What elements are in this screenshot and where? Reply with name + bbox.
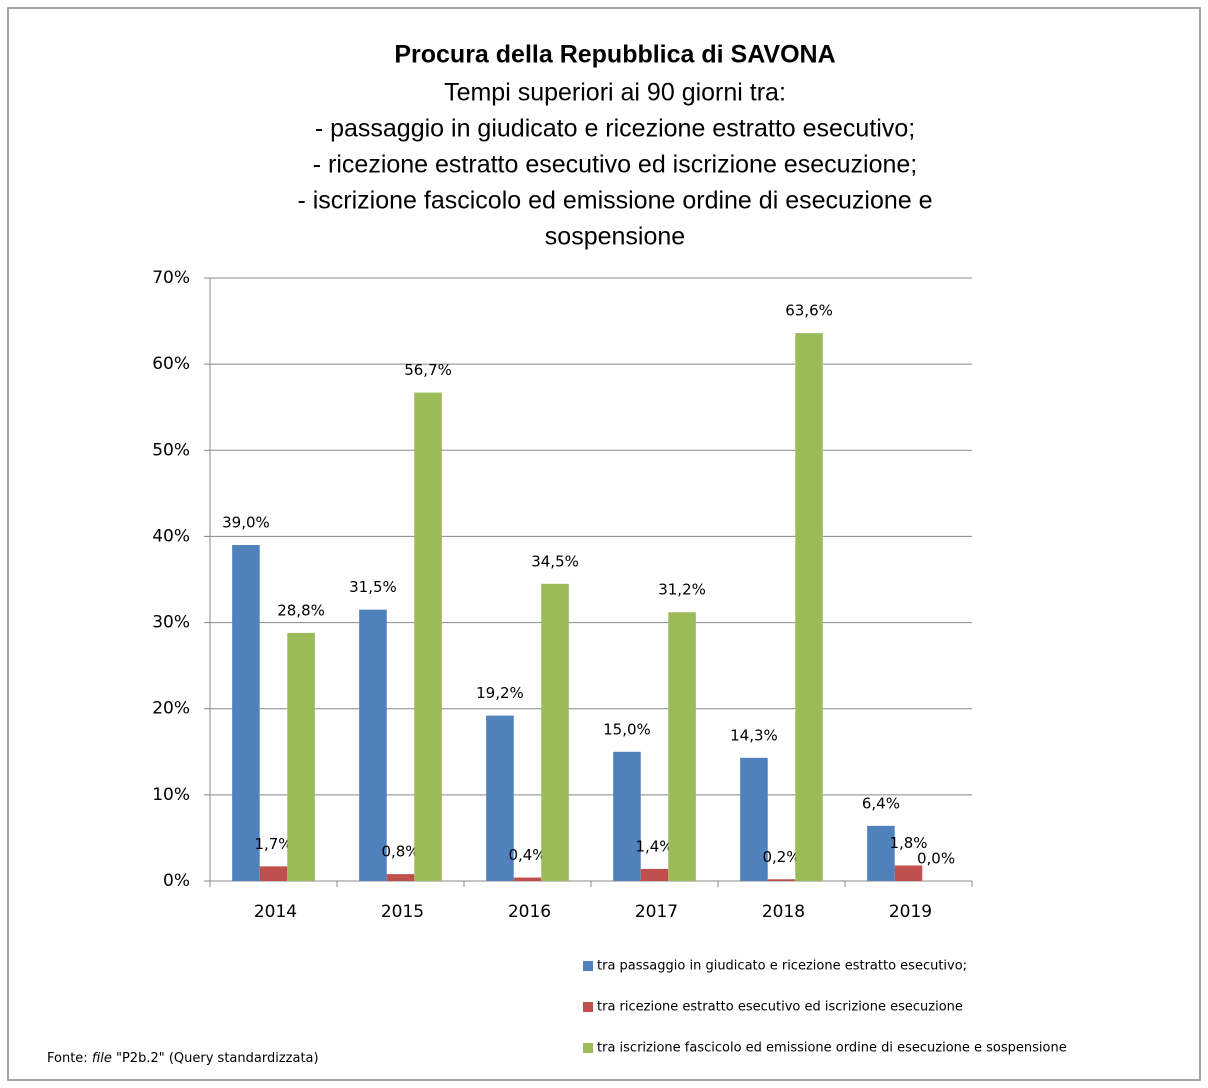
legend-swatch — [583, 1002, 593, 1012]
x-tick-label: 2014 — [254, 902, 297, 922]
x-tick-label: 2019 — [889, 902, 932, 922]
y-tick-label: 0% — [163, 871, 190, 891]
y-tick-label: 40% — [152, 526, 190, 546]
value-label: 0,4% — [508, 846, 546, 864]
bar — [386, 874, 415, 881]
value-label: 31,2% — [658, 581, 706, 599]
source-italic: file — [92, 1051, 112, 1066]
legend-label: tra ricezione estratto esecutivo ed iscr… — [597, 1000, 963, 1015]
value-label: 56,7% — [404, 361, 452, 379]
value-label: 34,5% — [531, 552, 579, 570]
bar — [541, 583, 569, 881]
value-label: 1,7% — [254, 835, 292, 853]
bar — [232, 545, 260, 881]
value-label: 14,3% — [730, 726, 778, 744]
x-tick-label: 2018 — [762, 902, 805, 922]
y-tick-label: 70% — [152, 268, 190, 288]
bar — [613, 751, 641, 881]
bar — [359, 609, 387, 881]
value-label: 39,0% — [222, 514, 270, 532]
legend-label: tra iscrizione fascicolo ed emissione or… — [597, 1041, 1067, 1056]
source: Fonte: file "P2b.2" (Query standardizzat… — [47, 1051, 319, 1066]
source-rest: "P2b.2" (Query standardizzata) — [116, 1051, 319, 1066]
value-label: 6,4% — [862, 794, 900, 812]
bar — [867, 825, 895, 881]
bar — [668, 612, 696, 881]
bar — [894, 865, 923, 881]
chart-subtitle: Tempi superiori ai 90 giorni tra: — [444, 79, 786, 107]
chart-subtitle: - passaggio in giudicato e ricezione est… — [315, 115, 915, 143]
value-label: 1,8% — [889, 834, 927, 852]
bar — [740, 757, 768, 881]
bar — [640, 868, 669, 881]
y-tick-label: 60% — [152, 354, 190, 374]
bar — [414, 392, 442, 881]
chart-border — [7, 7, 1201, 1081]
x-tick-label: 2017 — [635, 902, 678, 922]
bar — [767, 879, 796, 881]
bar — [486, 715, 514, 881]
bar — [259, 866, 288, 881]
y-tick-label: 10% — [152, 785, 190, 805]
chart-subtitle: - ricezione estratto esecutivo ed iscriz… — [313, 151, 917, 179]
chart-title: Procura della Repubblica di SAVONA — [394, 41, 835, 69]
chart-subtitle: - iscrizione fascicolo ed emissione ordi… — [297, 187, 932, 215]
value-label: 63,6% — [785, 302, 833, 320]
value-label: 0,0% — [917, 850, 955, 868]
value-label: 19,2% — [476, 684, 524, 702]
x-tick-label: 2016 — [508, 902, 551, 922]
legend-label: tra passaggio in giudicato e ricezione e… — [597, 959, 967, 974]
y-tick-label: 30% — [152, 613, 190, 633]
y-tick-label: 20% — [152, 699, 190, 719]
x-tick-label: 2015 — [381, 902, 424, 922]
bar — [795, 333, 823, 881]
legend-swatch — [583, 1043, 593, 1053]
value-label: 0,2% — [762, 848, 800, 866]
bar — [513, 877, 542, 881]
value-label: 0,8% — [381, 843, 419, 861]
legend-swatch — [583, 961, 593, 971]
bar — [287, 632, 315, 881]
source-prefix: Fonte: — [47, 1051, 88, 1066]
value-label: 15,0% — [603, 720, 651, 738]
value-label: 31,5% — [349, 578, 397, 596]
y-tick-label: 50% — [152, 440, 190, 460]
chart-subtitle: sospensione — [545, 223, 685, 251]
value-label: 28,8% — [277, 601, 325, 619]
value-label: 1,4% — [635, 837, 673, 855]
